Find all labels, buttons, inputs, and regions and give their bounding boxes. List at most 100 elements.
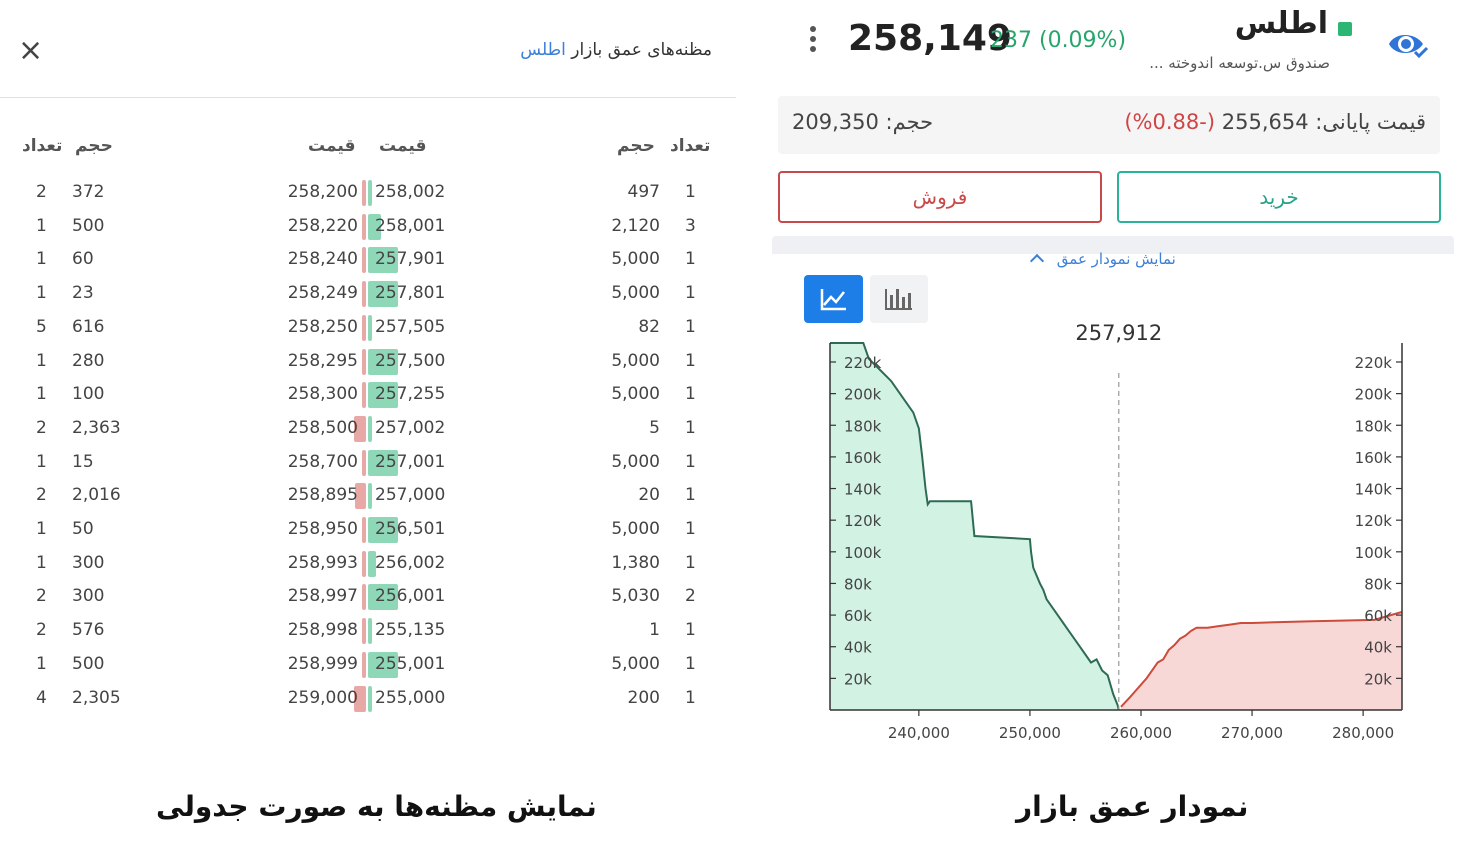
ask-volume-bar [362, 213, 366, 240]
x-tick-label: 280,000 [1332, 724, 1394, 742]
ask-price-cell: 258,998 [287, 620, 358, 641]
caption-table-view: نمایش مظنه‌ها به صورت جدولی [156, 790, 597, 823]
y-tick-label-left: 100k [844, 544, 882, 562]
volume-value: 209,350 [792, 110, 879, 134]
table-row: 1 15 258,700 257,001 5,000 1 [0, 445, 736, 479]
orderbook-title-symbol[interactable]: اطلس [520, 40, 566, 60]
x-tick-label: 260,000 [1110, 724, 1172, 742]
ask-volume-cell: 2,363 [72, 417, 121, 438]
orderbook-title-text: مظنه‌های عمق بازار [571, 40, 712, 60]
bid-count-cell: 1 [685, 182, 696, 202]
y-tick-label-right: 140k [1355, 481, 1393, 499]
ask-volume-bar [362, 449, 366, 476]
bid-count-cell: 1 [685, 417, 696, 438]
ask-volume-bar [362, 651, 366, 678]
bid-price-cell: 255,135 [375, 620, 446, 641]
line-chart-button[interactable] [804, 275, 863, 323]
bid-volume-cell: 5,030 [611, 586, 660, 607]
ask-depth-line [1120, 610, 1403, 708]
bid-volume-cell: 5,000 [611, 653, 660, 674]
ask-volume-bar [362, 314, 366, 341]
final-price: قیمت پایانی: 255,654 (-0.88%) [1124, 110, 1426, 134]
bid-volume-bar [368, 314, 372, 341]
bid-volume-bar [368, 550, 376, 577]
symbol-description: صندوق س.توسعه اندوخته ... [1149, 54, 1330, 72]
ask-count-cell: 2 [36, 586, 47, 607]
table-row: 2 300 258,997 256,001 5,030 2 [0, 579, 736, 613]
ask-depth-area [1120, 611, 1402, 710]
bid-volume-bar [368, 180, 372, 206]
bid-price-cell: 257,801 [375, 283, 446, 304]
ask-volume-bar [362, 550, 366, 577]
ask-volume-bar [362, 618, 366, 645]
table-row: 2 372 258,200 258,002 497 1 [0, 175, 736, 209]
depth-chart-toggle[interactable]: نمایش نمودار عمق [1029, 250, 1176, 269]
table-row: 1 280 258,295 257,500 5,000 1 [0, 344, 736, 378]
ask-volume-cell: 2,305 [72, 687, 121, 708]
final-price-change: (-0.88%) [1124, 110, 1216, 134]
y-tick-label-right: 60k [1364, 607, 1392, 625]
final-price-value: 255,654 [1221, 110, 1309, 134]
volume: حجم: 209,350 [792, 110, 933, 134]
table-row: 1 50 258,950 256,501 5,000 1 [0, 512, 736, 546]
ask-count-cell: 1 [36, 249, 47, 270]
y-tick-label-right: 120k [1355, 512, 1393, 530]
bid-price-cell: 255,000 [375, 687, 446, 708]
y-tick-label-left: 20k [844, 670, 872, 688]
bid-count-cell: 1 [685, 316, 696, 337]
ask-price-cell: 258,500 [287, 417, 358, 438]
more-options-icon[interactable] [806, 26, 820, 58]
sell-button[interactable]: فروش [778, 171, 1102, 223]
x-tick-label: 240,000 [888, 724, 950, 742]
ask-volume-cell: 372 [72, 182, 105, 202]
ask-volume-cell: 100 [72, 384, 105, 405]
header-divider [0, 97, 736, 98]
bid-volume-cell: 2,120 [611, 215, 660, 236]
bid-count-cell: 1 [685, 620, 696, 641]
bid-volume-cell: 497 [627, 182, 660, 202]
ask-count-cell: 2 [36, 182, 47, 202]
ask-price-cell: 258,220 [287, 215, 358, 236]
ask-price-cell: 258,249 [287, 283, 358, 304]
table-row: 1 500 258,220 258,001 2,120 3 [0, 209, 736, 243]
ask-count-cell: 2 [36, 485, 47, 506]
volume-label: حجم: [885, 110, 934, 134]
price-change: 237 (0.09%) [990, 28, 1127, 53]
bid-price-cell: 257,500 [375, 350, 446, 371]
ask-price-cell: 258,997 [287, 586, 358, 607]
mid-price-label: 257,912 [1075, 321, 1162, 345]
bid-count-cell: 1 [685, 653, 696, 674]
header-bid-count: تعداد [670, 136, 711, 156]
bid-price-cell: 257,255 [375, 384, 446, 405]
ask-volume-cell: 500 [72, 215, 105, 236]
price-info-box: قیمت پایانی: 255,654 (-0.88%) حجم: 209,3… [778, 96, 1440, 154]
bid-volume-bar [368, 348, 398, 375]
bid-depth-area [830, 343, 1119, 710]
y-tick-label-left: 180k [844, 417, 882, 435]
bid-volume-bar [368, 281, 398, 308]
eye-watch-icon[interactable] [1385, 26, 1429, 62]
ask-count-cell: 2 [36, 620, 47, 641]
ask-count-cell: 1 [36, 451, 47, 472]
bid-volume-cell: 5 [649, 417, 660, 438]
bid-volume-bar [368, 449, 398, 476]
bid-volume-bar [368, 517, 398, 543]
buy-button[interactable]: خرید [1117, 171, 1441, 223]
bid-price-cell: 257,001 [375, 451, 446, 472]
bid-price-cell: 257,000 [375, 485, 446, 506]
bid-count-cell: 1 [685, 350, 696, 371]
table-row: 1 100 258,300 257,255 5,000 1 [0, 377, 736, 411]
bid-volume-bar [368, 415, 372, 442]
ask-count-cell: 1 [36, 350, 47, 371]
close-icon[interactable]: × [18, 33, 44, 68]
bar-chart-button[interactable] [870, 275, 928, 323]
ask-volume-bar [362, 584, 366, 611]
bid-count-cell: 1 [685, 249, 696, 270]
table-row: 1 23 258,249 257,801 5,000 1 [0, 276, 736, 310]
table-row: 2 2,363 258,500 257,002 5 1 [0, 411, 736, 445]
bid-volume-cell: 5,000 [611, 249, 660, 270]
table-row: 2 576 258,998 255,135 1 1 [0, 613, 736, 647]
ask-volume-cell: 50 [72, 519, 94, 539]
ask-count-cell: 4 [36, 687, 47, 708]
y-tick-label-left: 140k [844, 481, 882, 499]
